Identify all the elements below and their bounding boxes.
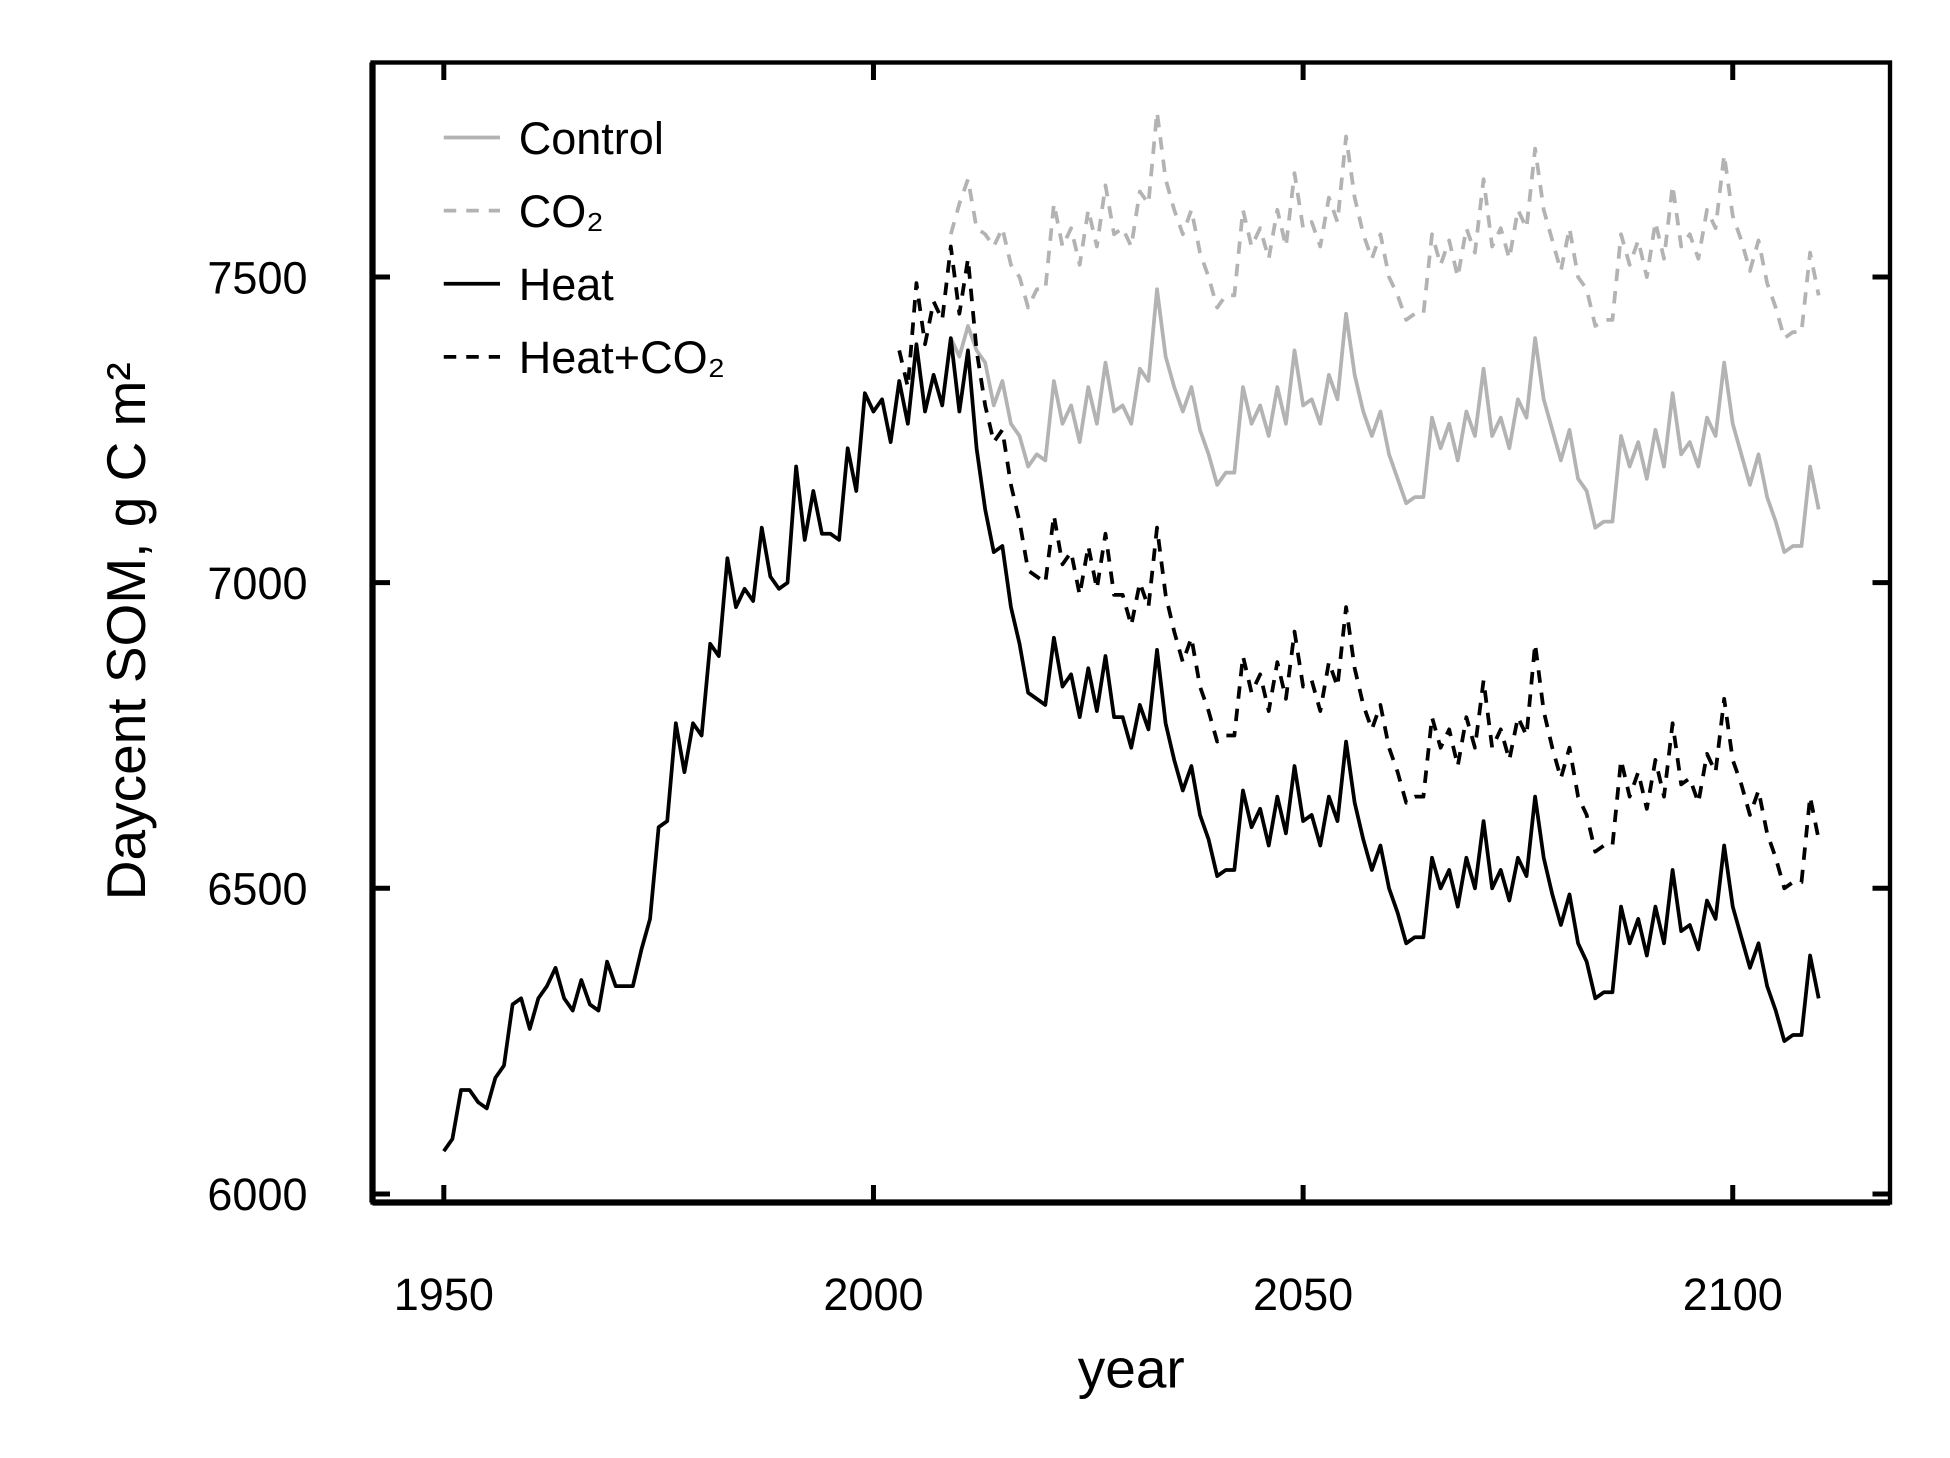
- y-tick-label: 7500: [207, 252, 307, 303]
- x-axis-label: year: [1078, 1338, 1185, 1400]
- y-tick-label: 6000: [207, 1169, 307, 1220]
- x-tick-label: 2100: [1683, 1269, 1783, 1320]
- y-tick-label: 6500: [207, 864, 307, 915]
- y-tick-label: 7000: [207, 558, 307, 609]
- legend-label: Heat+CO₂: [519, 332, 725, 383]
- x-tick-label: 2000: [823, 1269, 923, 1320]
- series-line: [442, 336, 1821, 1153]
- series-line: [948, 110, 1821, 341]
- y-axis-label: Daycent SOM, g C m²: [95, 362, 157, 900]
- series-line: [949, 287, 1821, 554]
- legend-label: Control: [519, 113, 664, 164]
- legend-label: Heat: [519, 259, 615, 310]
- legend-label: CO₂: [519, 186, 604, 237]
- series-line: [897, 244, 1821, 891]
- x-tick-label: 2050: [1253, 1269, 1353, 1320]
- x-tick-label: 1950: [394, 1269, 494, 1320]
